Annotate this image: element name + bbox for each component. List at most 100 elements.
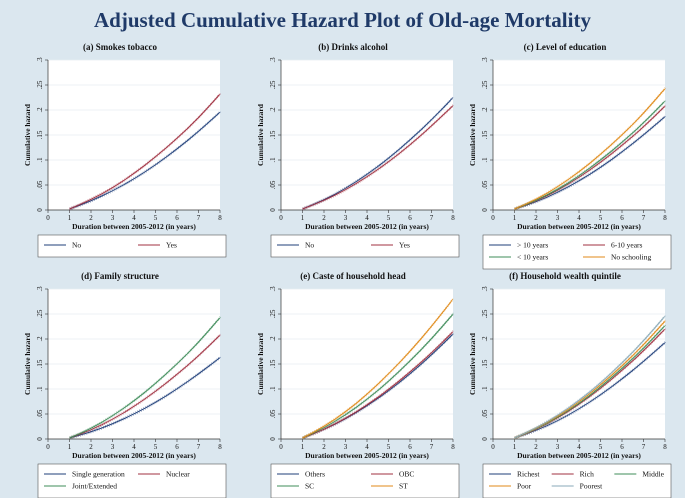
x-tick-label: 6 <box>408 214 412 222</box>
y-tick-label: .05 <box>36 180 44 189</box>
x-tick-label: 0 <box>46 214 50 222</box>
y-tick-label: .25 <box>36 80 44 89</box>
y-tick-label: .3 <box>269 286 277 292</box>
series-band-upper <box>69 316 221 438</box>
series-line-1 <box>302 331 454 439</box>
legend-label: Yes <box>399 241 410 250</box>
x-axis-label: Duration between 2005-2012 (in years) <box>517 451 641 460</box>
y-tick-label: .25 <box>36 309 44 318</box>
x-tick-label: 0 <box>279 214 283 222</box>
series-band-upper <box>302 297 454 438</box>
x-tick-label: 4 <box>577 214 581 222</box>
x-axis-label: Duration between 2005-2012 (in years) <box>72 451 196 460</box>
x-tick-label: 0 <box>491 214 495 222</box>
x-tick-label: 8 <box>451 443 455 451</box>
x-tick-label: 7 <box>642 214 646 222</box>
series-band-lower <box>302 106 454 211</box>
legend-label: < 10 years <box>517 253 548 262</box>
series-band-lower <box>69 318 221 440</box>
page-title: Adjusted Cumulative Hazard Plot of Old-a… <box>94 8 591 32</box>
legend-label: Poorest <box>580 482 603 491</box>
x-tick-label: 7 <box>430 214 434 222</box>
x-tick-label: 3 <box>111 214 115 222</box>
x-tick-label: 2 <box>534 214 538 222</box>
series-band-upper <box>514 87 666 209</box>
x-tick-label: 2 <box>534 443 538 451</box>
legend-box <box>270 463 460 498</box>
x-tick-label: 1 <box>68 443 72 451</box>
x-tick-label: 2 <box>89 214 93 222</box>
x-tick-label: 2 <box>89 443 93 451</box>
y-tick-label: .15 <box>269 130 277 139</box>
x-tick-label: 6 <box>408 443 412 451</box>
x-tick-label: 5 <box>387 214 391 222</box>
x-tick-label: 4 <box>365 214 369 222</box>
legend-label: No schooling <box>611 253 651 262</box>
series-band-lower <box>514 343 666 440</box>
y-tick-label: .3 <box>36 286 44 292</box>
x-tick-label: 3 <box>556 214 560 222</box>
series-band-upper <box>514 324 666 438</box>
legend-box <box>37 234 227 258</box>
legend-label: Single generation <box>72 470 125 479</box>
series-line-2 <box>302 313 454 439</box>
x-tick-label: 7 <box>197 443 201 451</box>
y-tick-label: .15 <box>481 359 489 368</box>
series-band-lower <box>514 321 666 440</box>
x-tick-label: 5 <box>599 443 603 451</box>
x-tick-label: 5 <box>154 443 158 451</box>
legend-label: Yes <box>166 241 177 250</box>
x-tick-label: 3 <box>344 443 348 451</box>
x-tick-label: 8 <box>218 214 222 222</box>
legend-label: Others <box>305 470 325 479</box>
series-band-lower <box>69 112 221 211</box>
y-tick-label: .1 <box>481 157 489 163</box>
y-tick-label: .2 <box>36 107 44 113</box>
x-tick-label: 4 <box>365 443 369 451</box>
x-tick-label: 5 <box>154 214 158 222</box>
x-tick-label: 8 <box>663 214 667 222</box>
series-line-3 <box>302 298 454 439</box>
series-line-0 <box>69 357 221 439</box>
series-band-upper <box>514 319 666 438</box>
y-tick-label: .25 <box>481 80 489 89</box>
legend-label: Poor <box>517 482 532 491</box>
legend-label: OBC <box>399 470 414 479</box>
y-tick-label: .2 <box>36 336 44 342</box>
x-tick-label: 2 <box>322 214 326 222</box>
panel-title: (f) Household wealth quintile <box>509 271 621 281</box>
y-tick-label: .15 <box>36 359 44 368</box>
y-tick-label: .1 <box>269 386 277 392</box>
x-tick-label: 8 <box>218 443 222 451</box>
series-band-lower <box>514 329 666 440</box>
y-axis-label: Cumulative hazard <box>468 103 477 166</box>
legend-label: 6-10 years <box>611 241 643 250</box>
panel-title: (d) Family structure <box>81 271 159 281</box>
legend-box <box>482 234 672 270</box>
y-tick-label: 0 <box>481 437 489 441</box>
y-tick-label: .25 <box>269 309 277 318</box>
panel-title: (c) Level of education <box>524 42 607 52</box>
series-line-0 <box>514 342 666 439</box>
y-axis-label: Cumulative hazard <box>23 332 32 395</box>
series-band-lower <box>302 299 454 440</box>
y-tick-label: .2 <box>481 107 489 113</box>
x-tick-label: 6 <box>175 443 179 451</box>
legend-label: No <box>72 241 81 250</box>
y-tick-label: .1 <box>481 386 489 392</box>
x-tick-label: 7 <box>430 443 434 451</box>
y-tick-label: 0 <box>269 208 277 212</box>
y-tick-label: .3 <box>36 57 44 63</box>
series-line-1 <box>69 93 221 210</box>
panel-title: (b) Drinks alcohol <box>318 42 388 52</box>
series-line-2 <box>69 317 221 439</box>
x-axis-label: Duration between 2005-2012 (in years) <box>305 222 429 231</box>
series-band-lower <box>69 335 221 440</box>
y-tick-label: .1 <box>36 157 44 163</box>
chart-panel-4: (e) Caste of household head 0 .05 .1 .15 .2 .2… <box>256 271 460 498</box>
legend-label: ST <box>399 482 408 491</box>
x-tick-label: 1 <box>68 214 72 222</box>
series-line-1 <box>302 105 454 210</box>
x-tick-label: 0 <box>279 443 283 451</box>
